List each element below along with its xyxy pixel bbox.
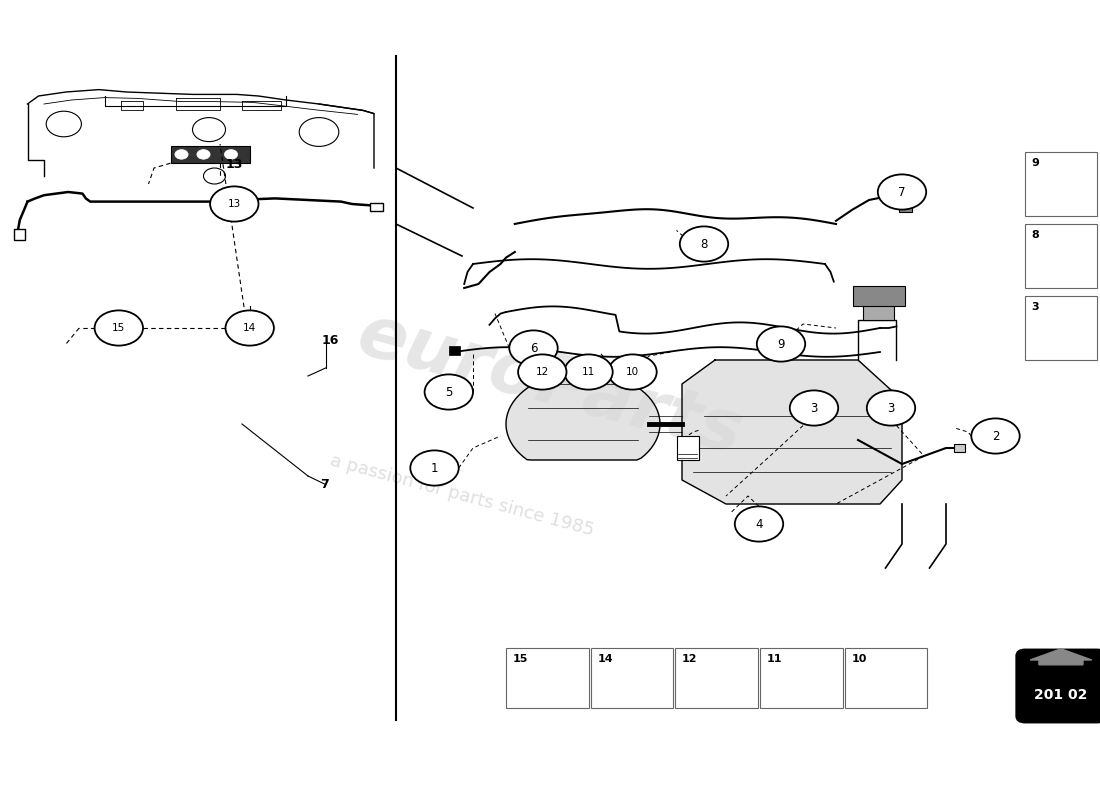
Text: 15: 15 (112, 323, 125, 333)
Text: 16: 16 (321, 334, 339, 346)
Circle shape (878, 174, 926, 210)
Circle shape (425, 374, 473, 410)
Circle shape (226, 310, 274, 346)
Circle shape (867, 390, 915, 426)
Circle shape (680, 226, 728, 262)
Circle shape (175, 150, 188, 159)
Text: 15: 15 (513, 654, 528, 664)
Circle shape (790, 390, 838, 426)
Text: 11: 11 (582, 367, 595, 377)
Bar (370, 203, 383, 211)
Text: 14: 14 (597, 654, 613, 664)
Polygon shape (1031, 649, 1091, 665)
Text: 2: 2 (992, 430, 999, 442)
Bar (852, 286, 905, 306)
Bar (449, 346, 460, 355)
Circle shape (410, 450, 459, 486)
Text: 6: 6 (530, 342, 537, 354)
Text: 12: 12 (682, 654, 697, 664)
Bar (1025, 152, 1097, 216)
Bar (675, 648, 758, 708)
Text: 201 02: 201 02 (1034, 688, 1088, 702)
Circle shape (224, 150, 238, 159)
Polygon shape (506, 372, 660, 460)
Bar (845, 648, 927, 708)
Text: 10: 10 (851, 654, 867, 664)
Circle shape (608, 354, 657, 390)
Text: 7: 7 (899, 186, 905, 198)
Bar (14, 229, 25, 240)
Circle shape (757, 326, 805, 362)
Text: 14: 14 (243, 323, 256, 333)
Circle shape (735, 506, 783, 542)
Text: 3: 3 (1032, 302, 1040, 312)
Bar (899, 201, 912, 212)
Circle shape (564, 354, 613, 390)
Text: 9: 9 (778, 338, 784, 350)
Text: 11: 11 (767, 654, 782, 664)
Text: 3: 3 (811, 402, 817, 414)
Text: 12: 12 (536, 367, 549, 377)
Bar (506, 648, 588, 708)
Text: 13: 13 (228, 199, 241, 209)
Bar (954, 444, 965, 452)
Circle shape (971, 418, 1020, 454)
Bar (1025, 224, 1097, 288)
Text: 1: 1 (431, 462, 438, 474)
Bar (170, 146, 250, 163)
Circle shape (210, 186, 258, 222)
Text: euroParts: euroParts (350, 299, 750, 469)
FancyBboxPatch shape (1016, 650, 1100, 722)
Text: a passion for parts since 1985: a passion for parts since 1985 (328, 452, 596, 540)
Circle shape (509, 330, 558, 366)
Bar (1025, 296, 1097, 360)
Text: 10: 10 (626, 367, 639, 377)
Text: 7: 7 (320, 478, 329, 490)
Text: 5: 5 (446, 386, 452, 398)
Text: 4: 4 (756, 518, 762, 530)
Text: 8: 8 (1032, 230, 1040, 240)
Circle shape (197, 150, 210, 159)
Circle shape (95, 310, 143, 346)
Polygon shape (682, 360, 902, 504)
Bar (676, 436, 698, 460)
Bar (760, 648, 843, 708)
Bar (864, 304, 894, 320)
Text: 8: 8 (701, 238, 707, 250)
Bar (591, 648, 673, 708)
Text: 3: 3 (888, 402, 894, 414)
Circle shape (518, 354, 567, 390)
Text: 9: 9 (1032, 158, 1040, 169)
Text: 13: 13 (226, 158, 243, 170)
